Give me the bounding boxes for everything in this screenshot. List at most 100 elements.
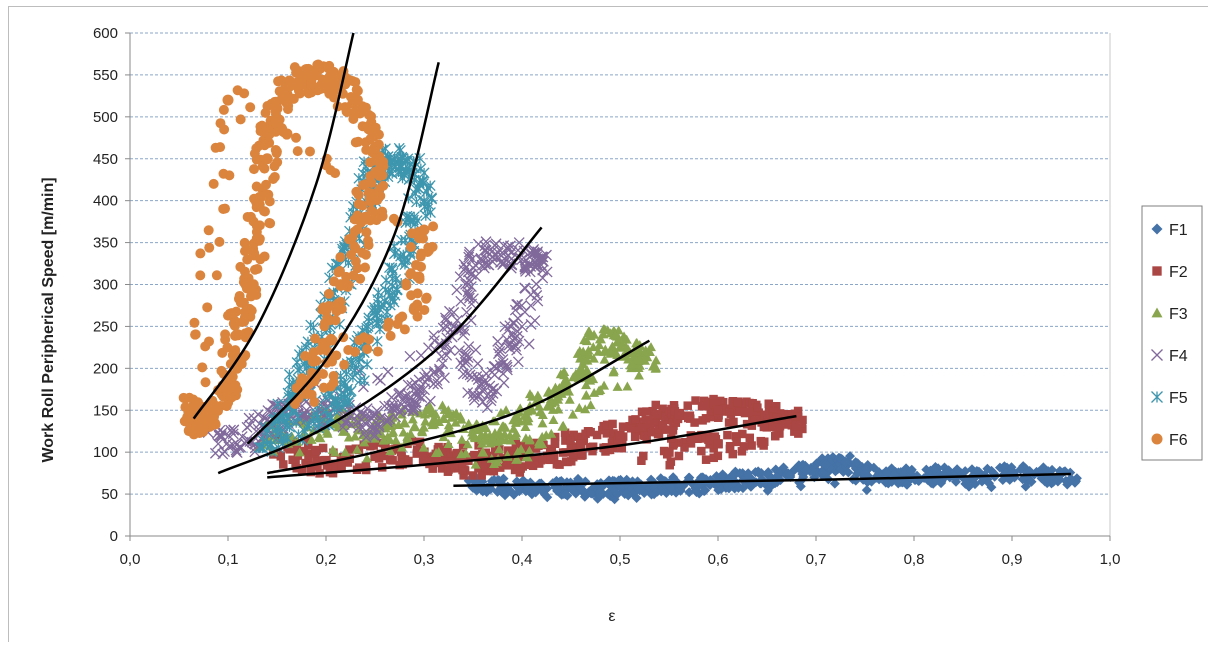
y-tick-label: 100 — [93, 444, 118, 461]
data-point — [321, 426, 332, 436]
data-point — [188, 400, 200, 412]
data-point — [609, 429, 618, 438]
data-point — [367, 410, 379, 422]
y-tick-labels: 0 50 100 150 200 250 300 350 400 450 500 550 600 — [93, 25, 130, 545]
legend-label: F6 — [1169, 432, 1188, 449]
data-point — [623, 354, 634, 364]
data-point — [329, 92, 340, 103]
data-point — [493, 436, 504, 446]
data-point — [428, 378, 440, 390]
data-point — [723, 430, 732, 440]
data-point — [363, 312, 375, 324]
data-point — [308, 356, 319, 367]
data-point — [519, 444, 528, 453]
data-point — [478, 435, 489, 445]
data-point — [579, 335, 590, 345]
data-point — [418, 167, 430, 179]
data-point — [241, 421, 253, 433]
data-point — [778, 462, 789, 473]
data-point — [463, 251, 475, 263]
data-point — [304, 453, 313, 462]
data-point — [575, 362, 587, 373]
data-point — [714, 411, 723, 420]
data-point — [381, 414, 393, 426]
data-point — [386, 273, 398, 285]
legend-marker — [1151, 349, 1163, 361]
data-point — [438, 432, 449, 442]
data-point — [512, 356, 524, 368]
data-point — [318, 443, 328, 453]
legend: F1 F2 F3 F4 F5 F6 — [1141, 205, 1203, 461]
data-point — [352, 444, 363, 454]
data-point — [463, 292, 475, 304]
data-point — [769, 407, 778, 416]
data-point — [618, 331, 629, 341]
data-point — [753, 466, 764, 477]
data-point — [418, 455, 428, 465]
data-point — [759, 441, 768, 450]
x-tick-label: 0,0 — [120, 551, 141, 568]
data-point — [584, 350, 595, 360]
data-point — [418, 422, 429, 432]
data-point — [357, 200, 368, 211]
legend-item-f4: F4 — [1151, 348, 1188, 365]
data-point — [207, 399, 218, 410]
data-point — [339, 359, 350, 370]
data-point — [461, 289, 473, 301]
data-point — [508, 423, 519, 433]
data-point — [609, 346, 620, 356]
data-point — [307, 322, 319, 334]
data-point — [374, 412, 386, 424]
data-point — [193, 421, 205, 433]
data-point — [393, 160, 405, 172]
data-point — [301, 421, 313, 433]
data-point — [297, 465, 307, 475]
data-point — [510, 431, 521, 441]
data-point — [320, 404, 332, 417]
data-point — [429, 335, 440, 347]
data-point — [476, 395, 489, 408]
data-point — [380, 274, 392, 286]
data-point — [443, 439, 454, 449]
data-point — [366, 205, 377, 216]
data-point — [406, 290, 417, 301]
data-point — [617, 443, 627, 453]
data-point — [339, 379, 352, 392]
data-point — [599, 380, 610, 390]
data-point — [647, 427, 657, 437]
data-point — [631, 426, 640, 436]
data-point — [578, 486, 589, 497]
x-tick-label: 0,3 — [414, 551, 435, 568]
data-point — [402, 379, 414, 391]
data-point — [289, 62, 300, 73]
data-point — [261, 437, 274, 450]
data-point — [366, 196, 377, 207]
data-point — [458, 441, 468, 450]
data-point — [251, 289, 262, 300]
data-point — [511, 411, 522, 421]
data-point — [747, 441, 756, 450]
data-point — [408, 404, 419, 416]
data-point — [385, 330, 396, 341]
data-point — [512, 447, 523, 457]
data-point — [387, 428, 398, 438]
scatter-clouds — [178, 59, 1082, 505]
data-point — [762, 485, 773, 496]
data-point — [239, 316, 250, 327]
data-point — [272, 157, 283, 168]
data-point — [652, 409, 662, 419]
data-point — [795, 481, 806, 492]
data-point — [478, 245, 490, 256]
data-point — [239, 246, 250, 257]
data-point — [640, 431, 649, 441]
data-point — [798, 424, 807, 434]
data-point — [839, 456, 851, 468]
data-point — [190, 329, 201, 340]
data-point — [747, 421, 757, 430]
data-point — [458, 459, 467, 468]
data-point — [282, 387, 294, 399]
data-point — [358, 180, 369, 191]
data-point — [516, 464, 525, 473]
data-point — [353, 136, 364, 147]
legend-marker — [1152, 266, 1162, 276]
